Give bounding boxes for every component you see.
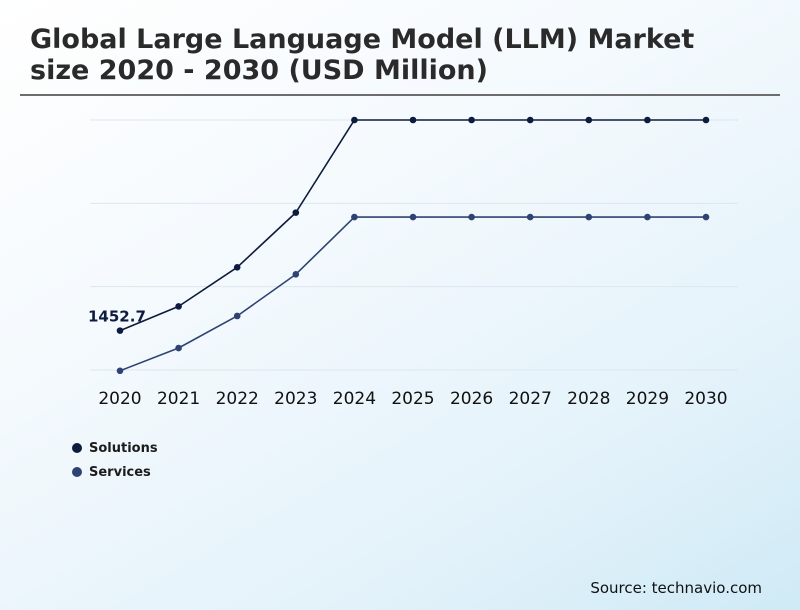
- legend-item-services[interactable]: Services: [72, 460, 158, 484]
- x-tick-label: 2028: [567, 389, 610, 409]
- data-point-solutions[interactable]: [351, 116, 358, 124]
- series-solutions: [116, 116, 710, 334]
- series-line-solutions: [119, 119, 706, 332]
- data-point-solutions[interactable]: [233, 264, 241, 271]
- data-point-solutions[interactable]: [702, 116, 710, 124]
- data-point-services[interactable]: [175, 344, 182, 352]
- data-point-services[interactable]: [526, 213, 534, 221]
- x-tick-label: 2023: [274, 389, 317, 409]
- data-point-services[interactable]: [233, 312, 241, 320]
- legend: Solutions Services: [72, 436, 158, 484]
- x-tick-label: 2029: [626, 389, 669, 409]
- data-point-solutions[interactable]: [116, 327, 124, 334]
- series-layer: [116, 116, 710, 375]
- x-tick-label: 2024: [333, 389, 376, 409]
- legend-item-solutions[interactable]: Solutions: [72, 436, 158, 460]
- x-tick-label: 2025: [391, 389, 434, 409]
- data-point-services[interactable]: [585, 213, 593, 221]
- title-divider: [20, 94, 780, 96]
- data-point-solutions[interactable]: [175, 303, 182, 310]
- data-point-services[interactable]: [644, 213, 651, 221]
- data-point-services[interactable]: [292, 271, 300, 278]
- legend-marker-services: [72, 467, 82, 477]
- x-tick-label: 2020: [98, 389, 141, 409]
- source-credit: Source: technavio.com: [590, 579, 762, 597]
- legend-label-solutions: Solutions: [89, 440, 158, 456]
- data-point-solutions[interactable]: [644, 116, 651, 124]
- legend-label-services: Services: [89, 464, 151, 480]
- series-services: [116, 213, 710, 375]
- x-tick-label: 2026: [450, 389, 493, 409]
- series-line-services: [119, 216, 706, 372]
- data-point-solutions[interactable]: [585, 116, 593, 124]
- x-tick-label: 2022: [216, 389, 259, 409]
- data-labels: 1452.7: [88, 308, 146, 326]
- x-tick-label: 2021: [157, 389, 200, 409]
- data-point-services[interactable]: [409, 213, 417, 221]
- data-point-services[interactable]: [468, 213, 475, 221]
- data-point-services[interactable]: [351, 213, 358, 221]
- legend-marker-solutions: [72, 443, 82, 453]
- chart-title-line-1: Global Large Language Model (LLM) Market: [30, 24, 695, 55]
- data-point-solutions[interactable]: [409, 116, 417, 124]
- grid-lines: [90, 119, 738, 371]
- data-point-solutions[interactable]: [468, 116, 475, 124]
- data-point-solutions[interactable]: [526, 116, 534, 124]
- x-axis: 2020 2021 2022 2023 2024 2025 2026 2027 2028 2029…: [98, 389, 727, 409]
- chart-title-line-2: size 2020 - 2030 (USD Million): [30, 55, 488, 86]
- x-tick-label: 2030: [684, 389, 727, 409]
- data-point-solutions[interactable]: [292, 209, 300, 216]
- data-label: 1452.7: [88, 308, 146, 326]
- data-point-services[interactable]: [116, 367, 124, 375]
- data-point-services[interactable]: [702, 213, 710, 221]
- x-tick-label: 2027: [509, 389, 552, 409]
- chart-title: Global Large Language Model (LLM) Market…: [30, 24, 770, 86]
